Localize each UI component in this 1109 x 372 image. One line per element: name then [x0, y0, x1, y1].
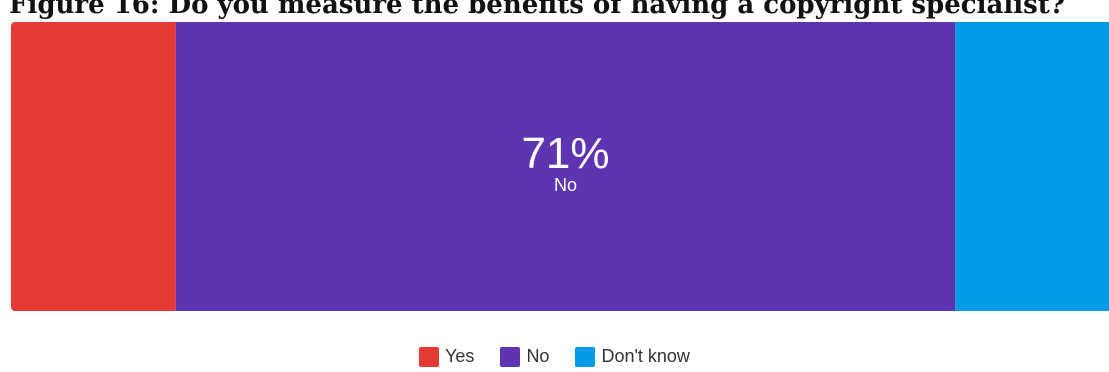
bar-segment-yes [11, 22, 176, 311]
chart-legend: Yes No Don't know [0, 346, 1109, 367]
segment-name-label: No [554, 175, 577, 195]
legend-swatch [419, 346, 440, 367]
legend-item-yes: Yes [419, 346, 474, 367]
legend-label: Don't know [601, 346, 690, 366]
chart-title: Figure 16: Do you measure the benefits o… [9, 0, 1065, 20]
legend-label: No [526, 346, 550, 366]
legend-item-no: No [500, 346, 549, 367]
legend-swatch [575, 346, 596, 367]
bar-segment-no [175, 22, 956, 311]
legend-label: Yes [445, 346, 475, 366]
legend-item-don-t-know: Don't know [575, 346, 690, 367]
segment-percent-label: 71% [521, 129, 609, 178]
bar-segment-don-t-know [955, 22, 1109, 311]
legend-swatch [500, 346, 521, 367]
